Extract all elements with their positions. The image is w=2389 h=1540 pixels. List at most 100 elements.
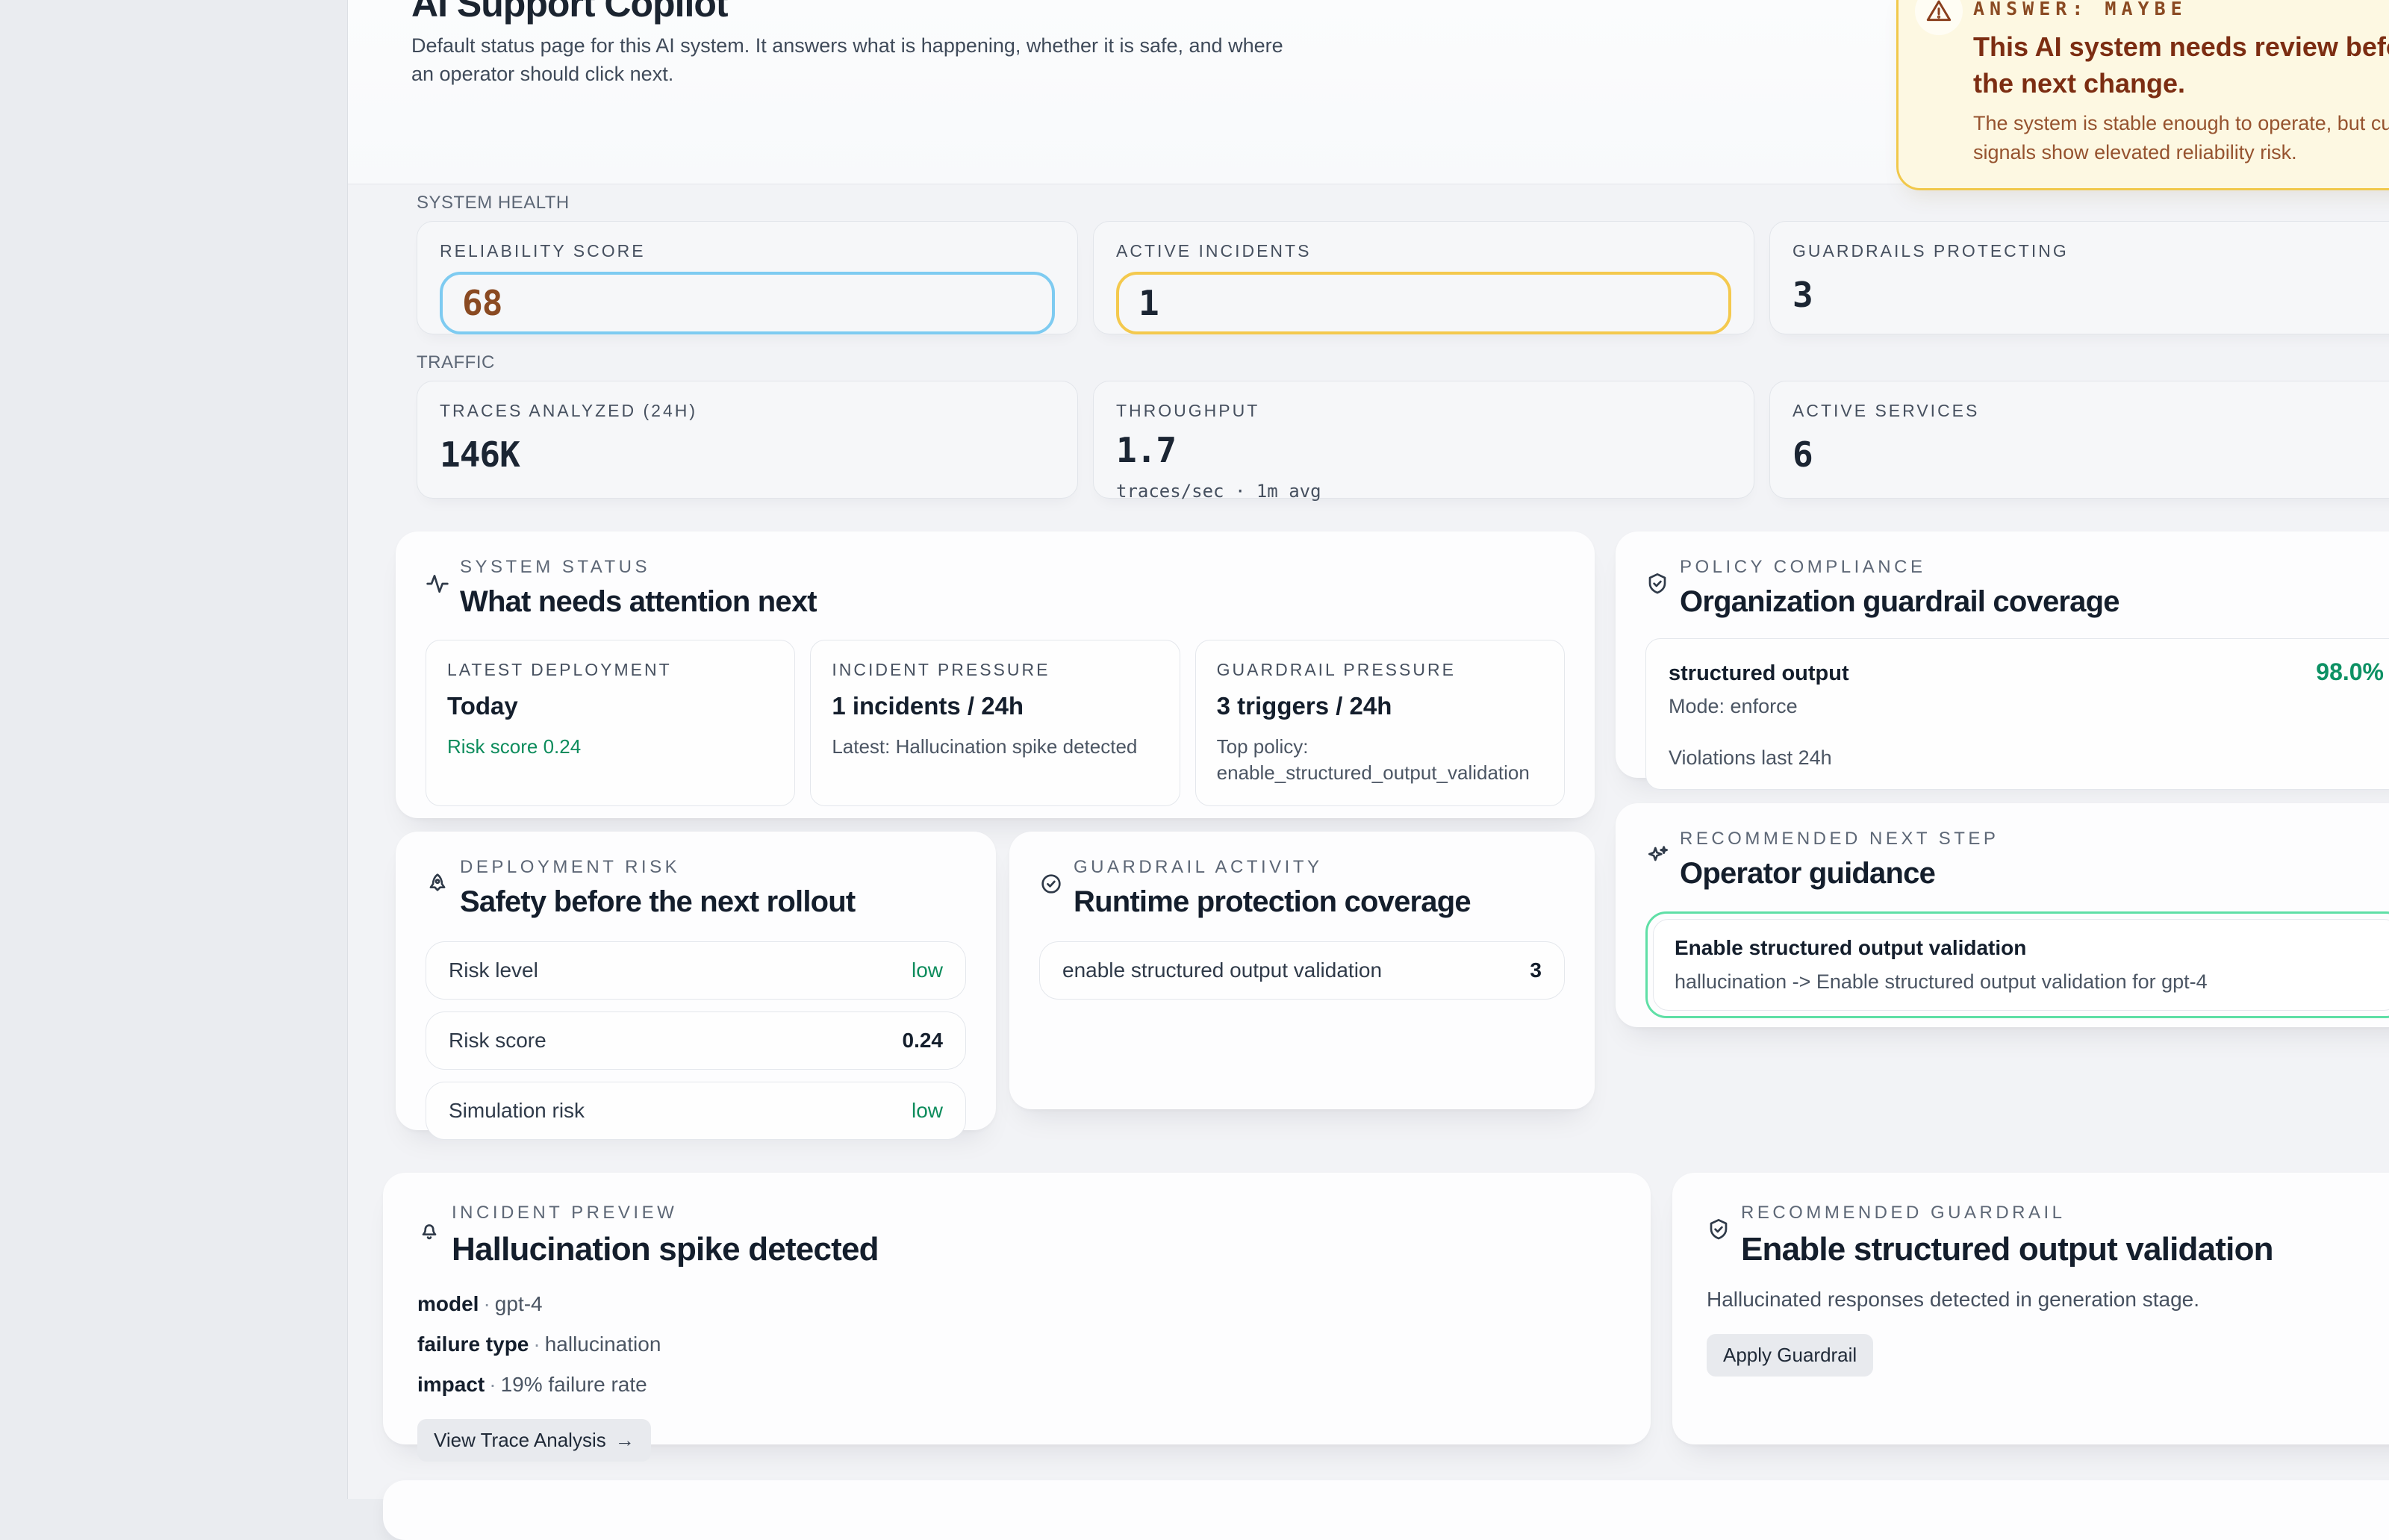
traffic-row: TRACES ANALYZED (24H) 146K THROUGHPUT 1.… [417,381,2389,502]
guardrail-description: Hallucinated responses detected in gener… [1707,1288,2199,1311]
pulse-icon [426,572,449,596]
risk-level-value: low [911,958,943,982]
risk-row-label: Risk level [449,958,538,982]
metric-label: ACTIVE INCIDENTS [1116,241,1312,261]
throughput-card: THROUGHPUT 1.7 traces/sec · 1m avg [1093,381,1754,502]
metric-label: ACTIVE SERVICES [1792,401,1980,420]
guardrails-protecting-value: 3 [1792,275,1813,315]
policy-violations-label: Violations last 24h [1669,746,1832,769]
card-title: Safety before the next rollout [460,885,856,918]
traces-analyzed-card: TRACES ANALYZED (24H) 146K [417,381,1078,499]
card-eyebrow: SYSTEM STATUS [460,557,650,577]
recommendation-box: Enable structured output validation hall… [1645,911,2389,1018]
latest-deployment-value: Today [447,692,518,720]
card-eyebrow: RECOMMENDED NEXT STEP [1680,829,1999,849]
page-title: AI Support Copilot [411,0,729,25]
simulation-risk-value: low [911,1099,943,1122]
incident-model-value: gpt-4 [494,1292,543,1315]
card-title: Runtime protection coverage [1074,885,1471,918]
bell-icon [417,1218,441,1241]
risk-row-label: Risk score [449,1029,546,1052]
card-eyebrow: RECOMMENDED GUARDRAIL [1741,1203,2066,1223]
meta-separator: · [533,1332,541,1356]
reliability-score-value: 68 [462,283,502,323]
card-title: What needs attention next [460,585,817,618]
status-items-row: LATEST DEPLOYMENT Today Risk score 0.24 … [426,640,1565,806]
incident-impact-value: 19% failure rate [500,1373,647,1396]
policy-name: structured output [1669,661,1849,685]
guardrail-title: Enable structured output validation [1741,1231,2274,1268]
main-content: AI Support Copilot Default status page f… [347,0,2389,1540]
risk-score-value: 0.24 [902,1029,944,1052]
card-eyebrow: POLICY COMPLIANCE [1680,557,1926,577]
simulation-risk-row: Simulation risk low [426,1082,966,1140]
active-incidents-card: ACTIVE INCIDENTS 1 [1093,221,1754,334]
incident-pressure-item: INCIDENT PRESSURE 1 incidents / 24h Late… [810,640,1180,806]
incident-model-row: model · gpt-4 [417,1292,1616,1316]
warning-icon [1915,0,1963,35]
incident-impact-row: impact · 19% failure rate [417,1373,1616,1397]
sub-card-label: INCIDENT PRESSURE [832,660,1050,679]
guardrail-policy-label: enable structured output validation [1062,958,1383,982]
guardrail-activity-card: GUARDRAIL ACTIVITY Runtime protection co… [1009,832,1595,1109]
policy-compliance-card: POLICY COMPLIANCE Organization guardrail… [1616,531,2389,790]
meta-separator: · [489,1373,496,1396]
guardrail-pressure-item: GUARDRAIL PRESSURE 3 triggers / 24h Top … [1194,640,1565,806]
button-label: Apply Guardrail [1723,1344,1857,1366]
policy-row: structured output 98.0% Mode: enforce Vi… [1645,638,2389,790]
meta-label: failure type [417,1332,529,1356]
recommended-guardrail-card: RECOMMENDED GUARDRAIL Enable structured … [1672,1173,2389,1444]
incident-preview-card: INCIDENT PREVIEW Hallucination spike det… [383,1173,1651,1462]
metric-label: TRACES ANALYZED (24H) [440,401,698,420]
section-label-system-health: SYSTEM HEALTH [417,193,570,213]
traces-analyzed-value: 146K [440,434,520,475]
risk-level-row: Risk level low [426,941,966,1000]
card-eyebrow: DEPLOYMENT RISK [460,857,681,877]
rocket-icon [426,872,449,896]
next-step-card: RECOMMENDED NEXT STEP Operator guidance … [1616,803,2389,1027]
sub-card-label: GUARDRAIL PRESSURE [1216,660,1456,679]
sparkles-icon [1645,844,1669,867]
policy-mode: Mode: enforce [1669,695,1798,717]
deployment-risk-card: DEPLOYMENT RISK Safety before the next r… [396,832,996,1140]
meta-label: model [417,1292,479,1315]
active-incidents-value: 1 [1139,283,1159,323]
latest-deployment-item: LATEST DEPLOYMENT Today Risk score 0.24 [426,640,796,806]
incident-pressure-value: 1 incidents / 24h [832,692,1024,720]
arrow-right-icon: → [614,1429,635,1451]
meta-separator: · [483,1292,490,1315]
answer-status-label: ANSWER: MAYBE [1973,0,2187,19]
throughput-unit-note: traces/sec · 1m avg [1116,481,1321,502]
system-status-card: SYSTEM STATUS What needs attention next … [396,531,1595,818]
incidents-value-box: 1 [1116,272,1731,334]
view-trace-analysis-button[interactable]: View Trace Analysis → [417,1419,651,1462]
answer-detail: The system is stable enough to operate, … [1973,112,2389,163]
next-section-card-partial [383,1480,2389,1540]
incident-title: Hallucination spike detected [452,1231,879,1268]
sub-card-label: LATEST DEPLOYMENT [447,660,672,679]
incident-pressure-note: Latest: Hallucination spike detected [832,735,1138,758]
page-description: Default status page for this AI system. … [411,34,1283,85]
shield-check-icon [1645,572,1669,596]
metric-label: GUARDRAILS PROTECTING [1792,241,2069,261]
section-label-traffic: TRAFFIC [417,352,495,372]
answer-banner: ANSWER: MAYBE This AI system needs revie… [1896,0,2389,190]
recommendation-title: Enable structured output validation [1675,936,2027,959]
system-health-row: RELIABILITY SCORE 68 ACTIVE INCIDENTS 1 … [417,221,2389,334]
incident-failure-type-row: failure type · hallucination [417,1332,1616,1356]
guardrail-activity-row: enable structured output validation 3 [1039,941,1565,1000]
shield-check-icon [1707,1218,1731,1241]
active-services-card: ACTIVE SERVICES 6 [1769,381,2389,499]
apply-guardrail-button[interactable]: Apply Guardrail [1707,1334,1874,1377]
metric-label: RELIABILITY SCORE [440,241,646,261]
recommendation-detail: hallucination -> Enable structured outpu… [1675,970,2208,993]
reliability-score-card: RELIABILITY SCORE 68 [417,221,1078,334]
reliability-value-box: 68 [440,272,1055,334]
badge-check-icon [1039,872,1063,896]
risk-score-row: Risk score 0.24 [426,1011,966,1070]
page-header: AI Support Copilot Default status page f… [348,0,2389,190]
answer-headline: This AI system needs review before the n… [1973,31,2389,99]
card-eyebrow: GUARDRAIL ACTIVITY [1074,857,1323,877]
guardrail-trigger-count: 3 [1530,958,1542,982]
metric-label: THROUGHPUT [1116,401,1260,420]
